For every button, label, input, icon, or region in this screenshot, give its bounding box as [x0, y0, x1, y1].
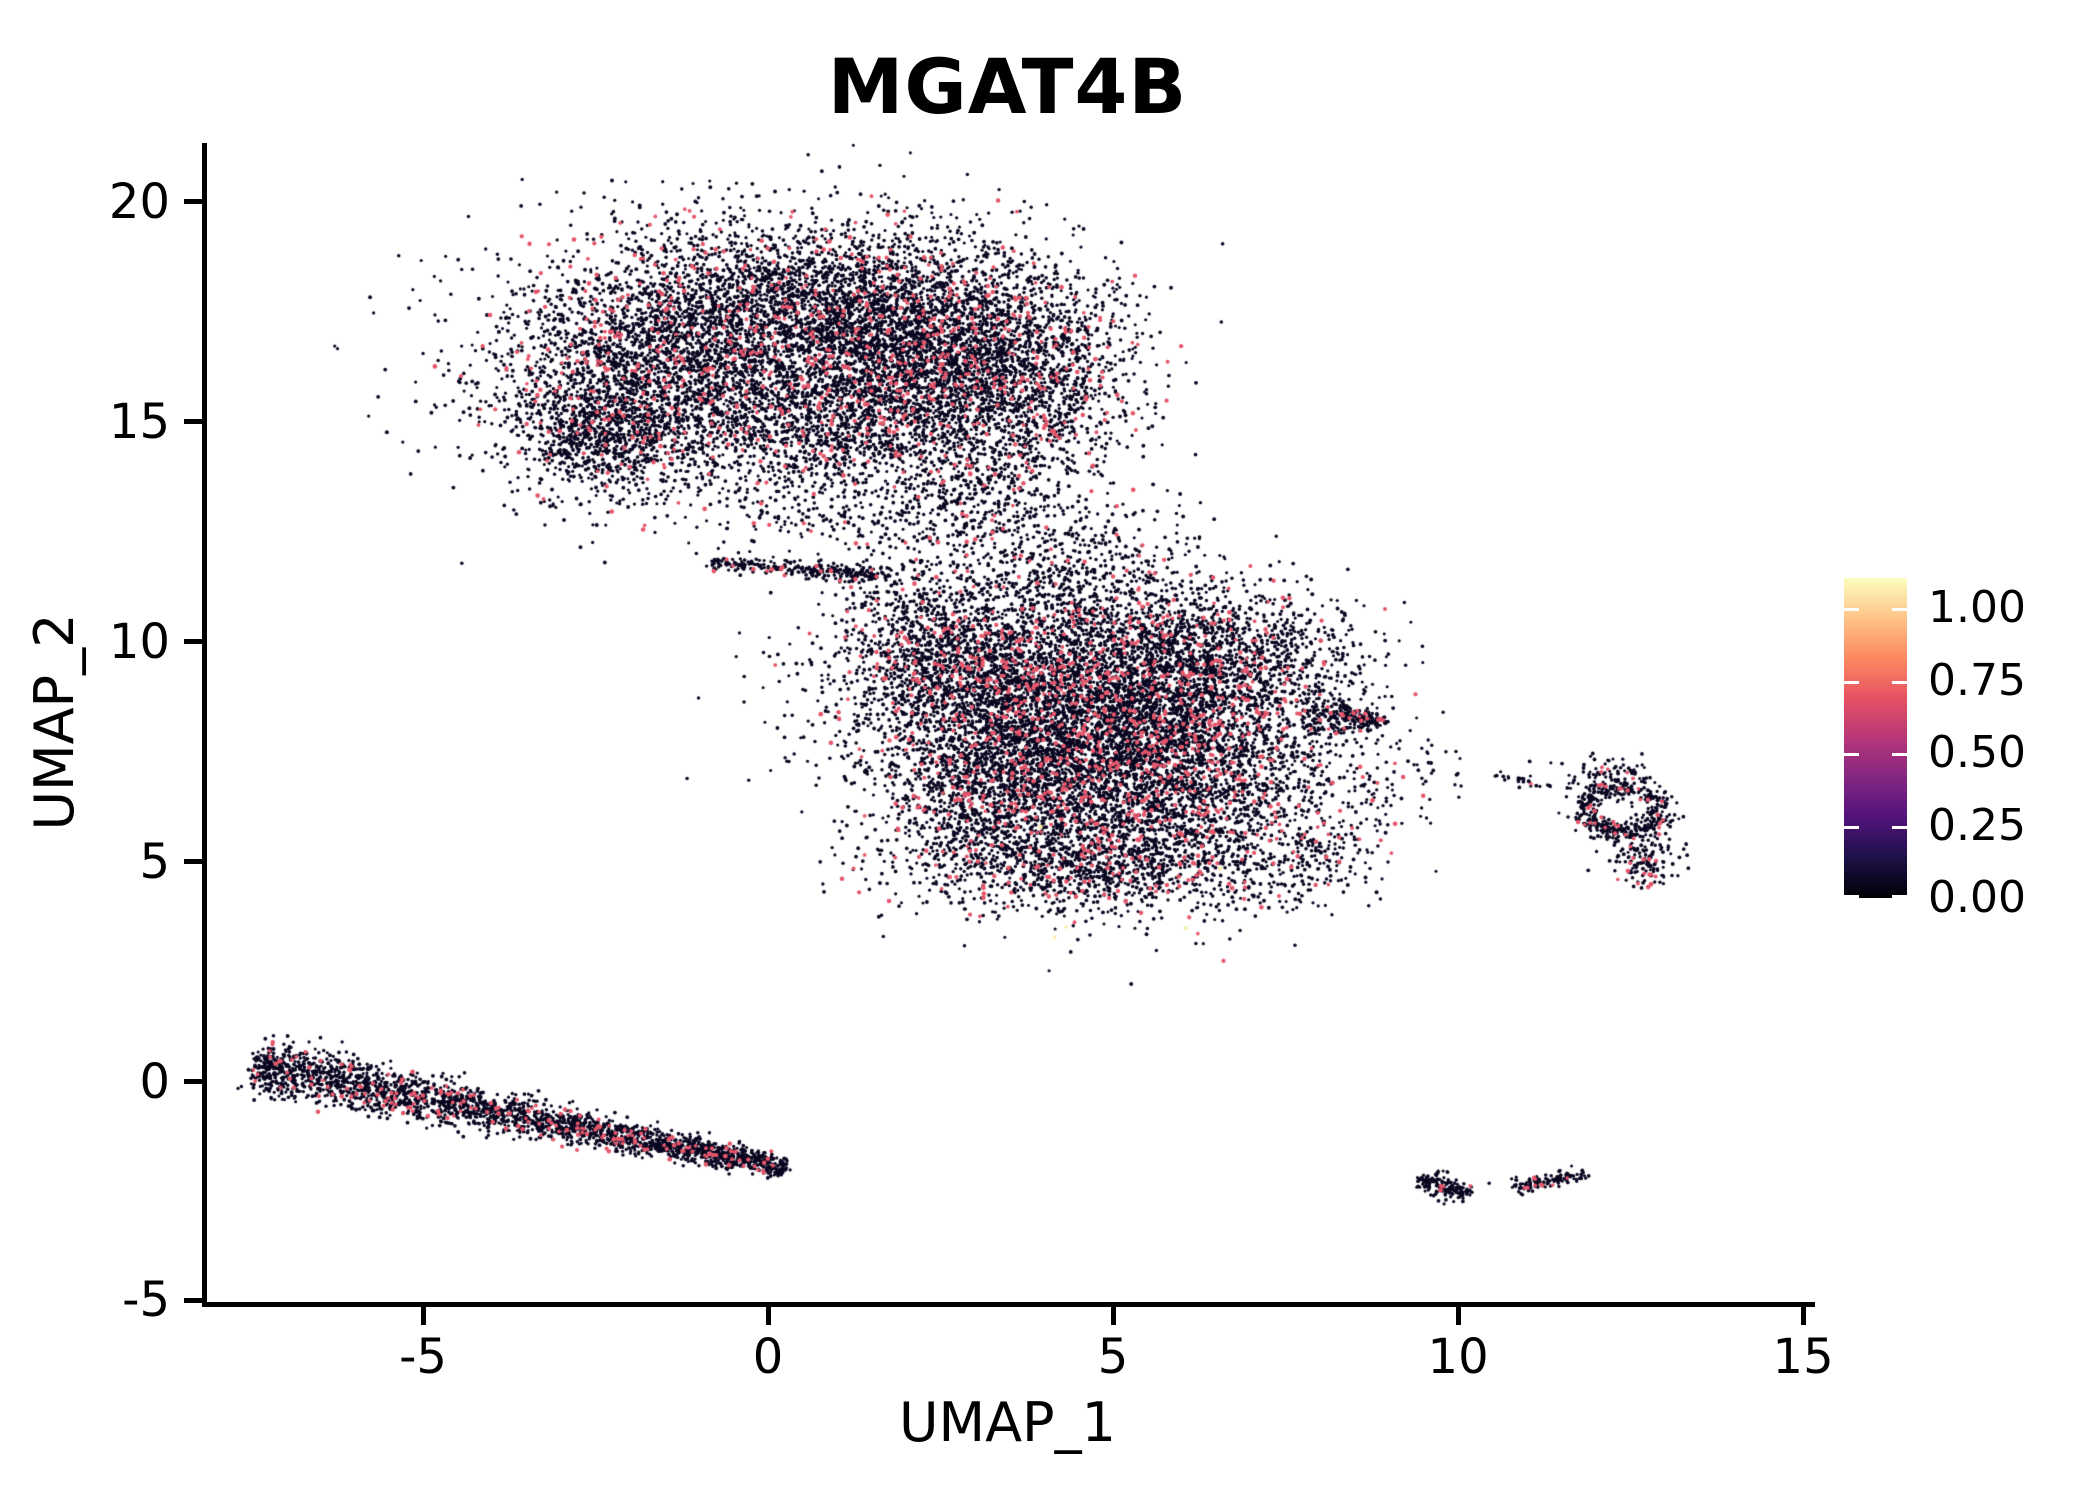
x-tick-mark: [1800, 1307, 1806, 1325]
x-tick-mark: [1110, 1307, 1116, 1325]
colorbar-tick-mark: [1892, 895, 1907, 898]
y-tick-label: 10: [108, 613, 170, 670]
y-tick-mark: [184, 639, 202, 645]
colorbar-tick-mark: [1892, 825, 1907, 829]
x-tick-label: 15: [1772, 1329, 1834, 1385]
colorbar-tick-label: 0.75: [1928, 654, 2026, 706]
x-tick-mark: [1455, 1307, 1461, 1325]
x-tick-mark: [420, 1307, 426, 1325]
colorbar-tick-label: 1.00: [1928, 582, 2026, 634]
colorbar-tick-mark: [1892, 753, 1907, 757]
y-tick-label: 20: [108, 173, 170, 230]
colorbar-tick-label: 0.00: [1928, 872, 2026, 923]
plot-title: MGAT4B: [827, 42, 1188, 131]
colorbar-tick-mark: [1844, 825, 1859, 829]
x-tick-label: 5: [1097, 1329, 1129, 1385]
x-axis-label: UMAP_1: [899, 1391, 1116, 1454]
y-tick-label: 0: [139, 1053, 170, 1110]
y-axis-line: [202, 143, 207, 1307]
y-tick-label: 5: [139, 833, 170, 890]
colorbar-tick-mark: [1844, 895, 1859, 898]
x-axis-line: [202, 1302, 1815, 1307]
y-tick-label: 15: [108, 393, 170, 450]
colorbar-tick-mark: [1844, 608, 1859, 612]
y-tick-mark: [184, 1079, 202, 1085]
y-tick-label: -5: [122, 1272, 170, 1328]
colorbar-tick-mark: [1892, 608, 1907, 612]
colorbar-tick-label: 0.25: [1928, 799, 2026, 851]
colorbar-tick-mark: [1844, 753, 1859, 757]
colorbar-tick-mark: [1844, 680, 1859, 684]
colorbar-tick-label: 0.50: [1928, 727, 2026, 779]
colorbar-tick-mark: [1892, 680, 1907, 684]
colorbar-gradient: [1844, 578, 1907, 898]
y-tick-mark: [184, 1297, 202, 1303]
x-tick-label: 10: [1427, 1329, 1489, 1385]
y-axis-label: UMAP_2: [23, 613, 86, 831]
y-tick-mark: [184, 419, 202, 425]
y-tick-mark: [184, 859, 202, 865]
y-tick-mark: [184, 199, 202, 205]
x-tick-label: -5: [399, 1329, 447, 1385]
x-tick-label: 0: [752, 1329, 784, 1385]
x-tick-mark: [765, 1307, 771, 1325]
